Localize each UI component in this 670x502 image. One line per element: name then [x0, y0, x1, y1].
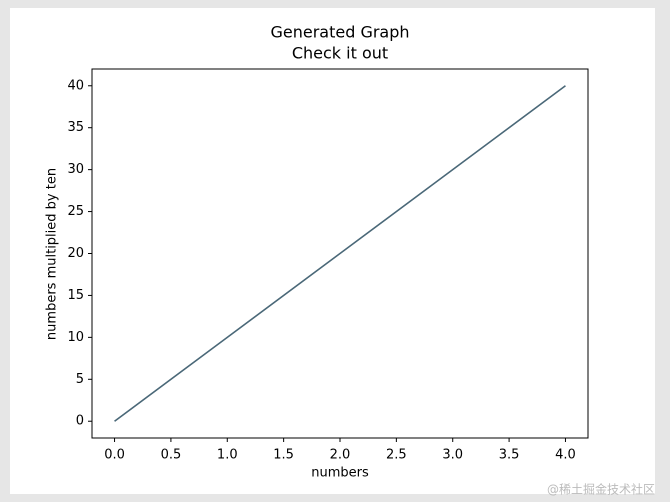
x-tick-label: 2.0: [330, 448, 351, 463]
watermark: @稀土掘金技术社区: [547, 482, 655, 497]
y-tick-label: 35: [67, 120, 84, 135]
y-tick-label: 5: [76, 372, 84, 387]
x-tick-label: 3.5: [499, 448, 520, 463]
x-tick-label: 2.5: [386, 448, 407, 463]
x-tick-label: 0.5: [161, 448, 182, 463]
y-tick-label: 0: [76, 414, 84, 429]
y-tick-label: 30: [67, 162, 84, 177]
x-tick-label: 1.5: [273, 448, 294, 463]
y-axis-label: numbers multiplied by ten: [45, 168, 60, 340]
x-axis-label: numbers: [311, 466, 369, 481]
figure: [10, 8, 655, 494]
x-tick-label: 4.0: [555, 448, 576, 463]
chart-subtitle: Check it out: [292, 44, 388, 63]
y-tick-label: 15: [67, 288, 84, 303]
x-tick-label: 1.0: [217, 448, 238, 463]
y-tick-label: 10: [67, 330, 84, 345]
data-line: [114, 85, 566, 422]
y-tick-label: 25: [67, 204, 84, 219]
chart-title: Generated Graph: [270, 23, 409, 42]
plot-frame: [91, 68, 589, 439]
y-tick-label: 20: [67, 246, 84, 261]
y-tick-label: 40: [67, 78, 84, 93]
x-tick-label: 0.0: [104, 448, 125, 463]
x-tick-label: 3.0: [442, 448, 463, 463]
